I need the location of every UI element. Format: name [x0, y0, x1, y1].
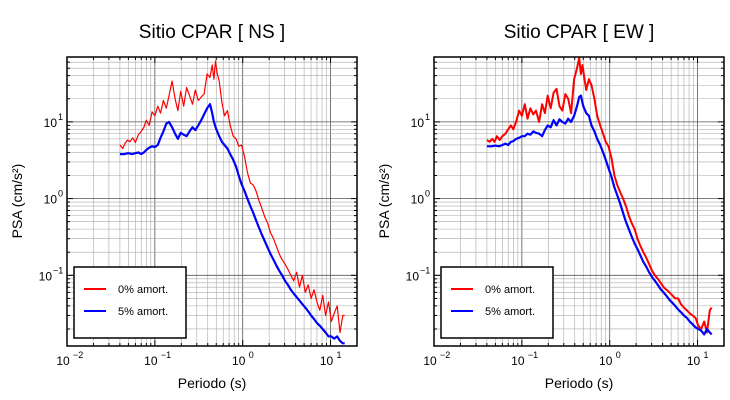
plot-frame: [66, 56, 358, 347]
series-line-1: [486, 94, 713, 336]
y-tick-exponent: 1: [425, 112, 430, 122]
x-tick-exponent: 1: [337, 350, 342, 360]
x-tick-label: 10: [599, 354, 613, 368]
y-tick-label: 10: [411, 193, 425, 207]
x-tick-exponent: −2: [73, 350, 83, 360]
legend-label-1: 5% amort.: [118, 306, 168, 318]
series-layer: [486, 57, 713, 336]
ticks: [67, 57, 357, 346]
x-tick-exponent: 1: [704, 350, 709, 360]
legend-label-0: 0% amort.: [485, 284, 535, 296]
legend-box: [73, 266, 187, 339]
x-tick-label: 10: [423, 354, 437, 368]
x-tick-exponent: −1: [161, 350, 171, 360]
tick-labels: 10 −2 10 −1 10 0 10 110 −110 010 1: [39, 112, 342, 368]
x-axis-label: Periodo (s): [178, 375, 246, 391]
tick-labels: 10 −2 10 −1 10 0 10 110 −110 010 1: [406, 112, 709, 368]
x-tick-label: 10: [144, 354, 158, 368]
x-tick-label: 10: [687, 354, 701, 368]
legend: 0% amort. 5% amort.: [73, 266, 187, 339]
y-tick-label: 10: [44, 116, 58, 130]
y-tick-label: 10: [411, 116, 425, 130]
x-axis-label: Periodo (s): [545, 375, 613, 391]
x-tick-exponent: −2: [440, 350, 450, 360]
series-layer: [119, 60, 345, 345]
y-tick-label: 10: [39, 269, 53, 283]
legend-label-1: 5% amort.: [485, 306, 535, 318]
legend: 0% amort. 5% amort.: [440, 266, 554, 339]
x-tick-label: 10: [511, 354, 525, 368]
y-tick-exponent: 0: [425, 189, 430, 199]
series-line-0: [119, 60, 345, 334]
x-tick-label: 10: [320, 354, 334, 368]
x-tick-exponent: 0: [616, 350, 621, 360]
chart-title: Sitio CPAR [ EW ]: [504, 22, 655, 43]
series-line-1: [119, 103, 345, 345]
x-tick-label: 10: [56, 354, 70, 368]
x-tick-label: 10: [232, 354, 246, 368]
y-tick-exponent: 1: [58, 112, 63, 122]
y-axis-label: PSA (cm/s²): [9, 164, 25, 239]
legend-label-0: 0% amort.: [118, 284, 168, 296]
y-tick-label: 10: [44, 193, 58, 207]
series-line-0: [486, 57, 713, 334]
x-tick-exponent: 0: [249, 350, 254, 360]
y-tick-exponent: −1: [53, 265, 63, 275]
chart-title: Sitio CPAR [ NS ]: [139, 22, 285, 43]
y-tick-exponent: 0: [58, 189, 63, 199]
y-tick-label: 10: [406, 269, 420, 283]
plot-frame: [433, 56, 725, 347]
y-axis-label: PSA (cm/s²): [376, 164, 392, 239]
ticks: [434, 57, 724, 346]
y-tick-exponent: −1: [420, 265, 430, 275]
x-tick-exponent: −1: [528, 350, 538, 360]
legend-box: [440, 266, 554, 339]
